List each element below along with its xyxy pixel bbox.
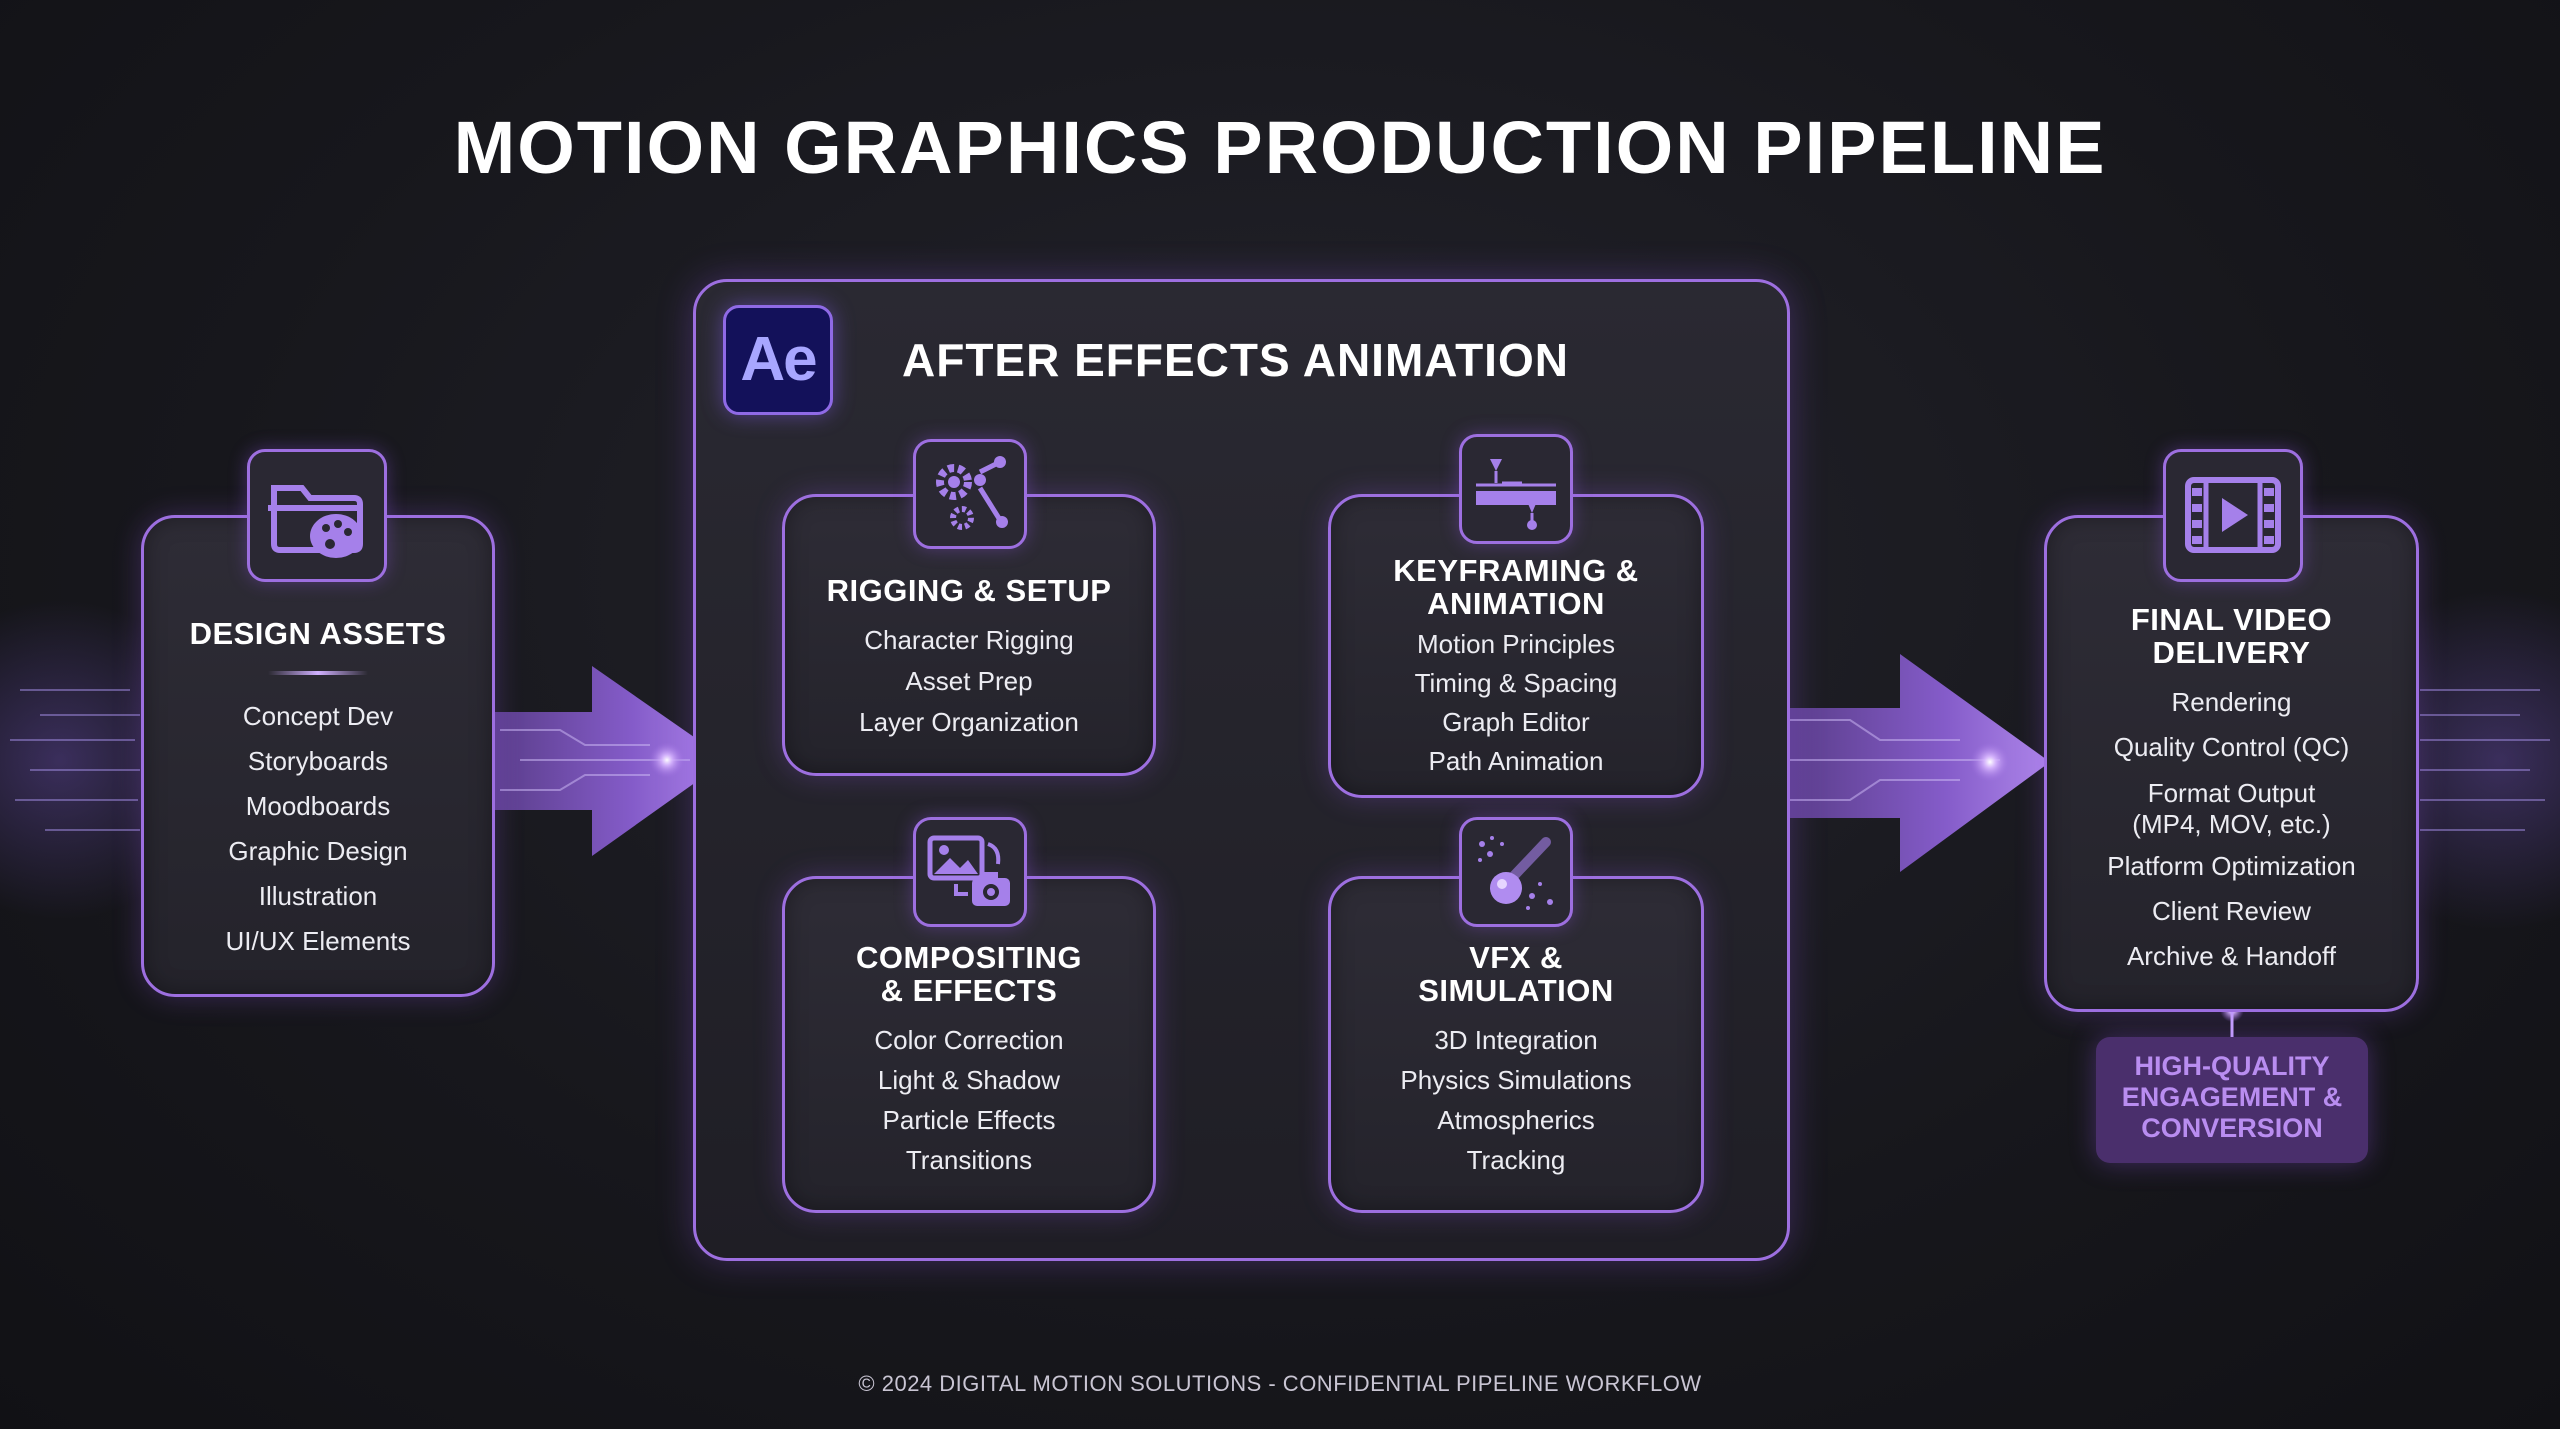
list-item: Transitions — [905, 1145, 1033, 1175]
list-item: Concept Dev — [242, 701, 394, 731]
list-item: UI/UX Elements — [225, 926, 411, 956]
keyframing-heading: KEYFRAMING & ANIMATION — [1328, 554, 1704, 620]
badge-line1: HIGH-QUALITY — [2134, 1051, 2330, 1081]
list-item: Quality Control (QC) — [2113, 732, 2350, 762]
list-item: Asset Prep — [905, 666, 1033, 696]
list-item: 3D Integration — [1434, 1025, 1598, 1055]
list-item: Particle Effects — [882, 1105, 1056, 1135]
timeline-keyframe-icon — [1459, 434, 1573, 544]
list-item: Atmospherics — [1437, 1105, 1595, 1135]
list-item: Moodboards — [245, 791, 391, 821]
list-item: Platform Optimization — [2107, 851, 2356, 881]
image-camera-icon — [913, 817, 1027, 927]
badge-line2: ENGAGEMENT & — [2121, 1082, 2343, 1112]
list-item: Illustration — [258, 881, 378, 911]
vfx-list: 3D Integration Physics Simulations Atmos… — [1328, 1020, 1704, 1180]
list-item: Rendering — [2171, 687, 2292, 717]
list-item: Client Review — [2152, 896, 2311, 926]
folder-palette-icon — [247, 449, 387, 582]
keyframing-animation-card — [1328, 494, 1704, 798]
compositing-heading-line2: & EFFECTS — [880, 973, 1058, 1008]
film-play-icon — [2163, 449, 2303, 582]
list-item: Format Output — [2147, 778, 2316, 808]
design-assets-list: Concept Dev Storyboards Moodboards Graph… — [141, 694, 495, 964]
compositing-heading-line1: COMPOSITING — [856, 940, 1082, 975]
list-item: Color Correction — [874, 1025, 1064, 1055]
final-delivery-heading-line2: DELIVERY — [2152, 635, 2311, 670]
design-assets-card — [141, 515, 495, 997]
final-delivery-list: Rendering Quality Control (QC) Format Ou… — [2044, 680, 2419, 979]
list-item: Character Rigging — [864, 625, 1074, 655]
list-item: Graphic Design — [228, 836, 408, 866]
vfx-heading: VFX & SIMULATION — [1328, 941, 1704, 1007]
design-assets-heading: DESIGN ASSETS — [189, 616, 447, 651]
gears-rig-icon — [913, 439, 1027, 549]
final-delivery-heading: FINAL VIDEO DELIVERY — [2044, 603, 2419, 669]
list-item: Storyboards — [247, 746, 389, 776]
list-item: Graph Editor — [1442, 707, 1590, 737]
list-item: Light & Shadow — [877, 1065, 1061, 1095]
badge-line3: CONVERSION — [2141, 1113, 2323, 1143]
keyframing-heading-line1: KEYFRAMING & — [1393, 553, 1639, 588]
rigging-setup-list: Character Rigging Asset Prep Layer Organ… — [782, 620, 1156, 743]
list-item: Path Animation — [1428, 746, 1604, 776]
keyframing-list: Motion Principles Timing & Spacing Graph… — [1328, 625, 1704, 781]
list-item: Timing & Spacing — [1414, 668, 1618, 698]
vfx-heading-line1: VFX & — [1469, 940, 1563, 975]
final-delivery-heading-line1: FINAL VIDEO — [2130, 602, 2333, 637]
list-item: Physics Simulations — [1400, 1065, 1632, 1095]
page-title: MOTION GRAPHICS PRODUCTION PIPELINE — [453, 106, 2107, 189]
final-delivery-card — [2044, 515, 2419, 1012]
outcome-badge: HIGH-QUALITY ENGAGEMENT & CONVERSION — [2096, 1037, 2368, 1163]
list-item: (MP4, MOV, etc.) — [2132, 809, 2331, 839]
list-item: Archive & Handoff — [2126, 941, 2337, 971]
vfx-heading-line2: SIMULATION — [1418, 973, 1614, 1008]
after-effects-logo: Ae — [723, 305, 833, 415]
list-item: Layer Organization — [859, 707, 1079, 737]
compositing-list: Color Correction Light & Shadow Particle… — [782, 1020, 1156, 1180]
rigging-setup-heading: RIGGING & SETUP — [826, 573, 1112, 608]
compositing-heading: COMPOSITING & EFFECTS — [782, 941, 1156, 1007]
footer-copyright: © 2024 DIGITAL MOTION SOLUTIONS - CONFID… — [858, 1371, 1702, 1396]
keyframing-heading-line2: ANIMATION — [1427, 586, 1605, 621]
after-effects-title: AFTER EFFECTS ANIMATION — [902, 334, 1569, 386]
comet-particles-icon — [1459, 817, 1573, 927]
list-item: Tracking — [1466, 1145, 1566, 1175]
list-item: Motion Principles — [1417, 629, 1615, 659]
vfx-simulation-card — [1328, 876, 1704, 1213]
heading-divider — [268, 671, 368, 675]
